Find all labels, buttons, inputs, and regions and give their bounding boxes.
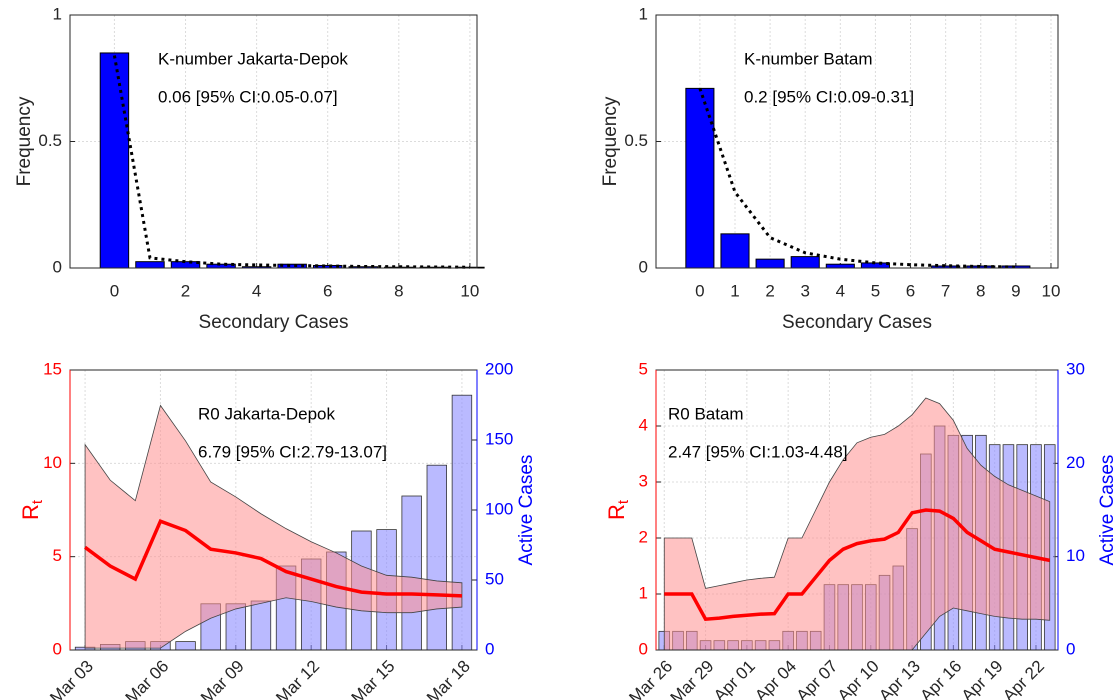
bar [426, 464, 448, 651]
ci-band [84, 404, 463, 649]
y2-tick-label: 50 [485, 569, 504, 588]
rt-line [664, 508, 1051, 622]
x-tick-label: 3 [800, 281, 809, 300]
annotation: 0.2 [95% CI:0.09-0.31] [744, 87, 914, 106]
bar [135, 261, 165, 269]
x-axis-label: Secondary Cases [782, 312, 932, 333]
x-tick-label: 10 [460, 281, 479, 300]
x-tick-label: 9 [1011, 281, 1020, 300]
x-tick-label: 4 [252, 281, 261, 300]
x-tick-label: 0 [110, 281, 119, 300]
y2-tick-label: 150 [485, 429, 513, 448]
x-tick-label: 2 [765, 281, 774, 300]
annotation: 6.79 [95% CI:2.79-13.07] [198, 442, 387, 461]
x-tick-label: 10 [1042, 281, 1061, 300]
x-tick-label: 7 [941, 281, 950, 300]
x-axis-label: Secondary Cases [199, 312, 349, 333]
y-axis-label-main: R [604, 504, 629, 520]
x-tick-label: 1 [730, 281, 739, 300]
annotation: R0 Batam [668, 404, 744, 423]
annotation: R0 Jakarta-Depok [198, 404, 336, 423]
annotation: 2.47 [95% CI:1.03-4.48] [668, 442, 848, 461]
y-axis-label-main: R [18, 504, 43, 520]
x-tick-label: 4 [836, 281, 845, 300]
ci-band [663, 397, 1051, 651]
bar [790, 256, 820, 269]
x-tick-label: 8 [394, 281, 403, 300]
y2-axis-label: Active Cases [516, 455, 537, 566]
y-tick-label: 2 [639, 527, 648, 546]
x-tick-label: Mar 18 [423, 657, 474, 700]
axes-box [69, 14, 478, 269]
bar [170, 261, 201, 269]
y-tick-label: 5 [53, 546, 62, 565]
bar [755, 258, 785, 269]
bar [825, 263, 855, 269]
y-axis-label: Rt [18, 499, 46, 520]
y-axis-label: Frequency [600, 96, 621, 186]
bar [175, 641, 196, 651]
annotation: K-number Jakarta-Depok [158, 49, 348, 68]
y2-tick-label: 0 [1066, 639, 1075, 658]
y-tick-label: 5 [639, 359, 648, 378]
bar [451, 394, 473, 651]
y-tick-label: 0 [639, 639, 648, 658]
annotation: K-number Batam [744, 49, 873, 68]
y-tick-label: 0 [53, 639, 62, 658]
y-tick-label: 4 [639, 415, 648, 434]
bar [99, 52, 130, 269]
y-tick-label: 1 [53, 4, 62, 23]
bar [720, 233, 750, 269]
y2-axis-label: Active Cases [1097, 455, 1118, 566]
y-tick-label: 0 [53, 257, 62, 276]
y-tick-label: 0 [639, 257, 648, 276]
y2-tick-label: 20 [1066, 453, 1085, 472]
annotation: 0.06 [95% CI:0.05-0.07] [158, 87, 338, 106]
y-axis-label-sub: t [615, 499, 632, 504]
y-tick-label: 0.5 [38, 131, 62, 150]
y-tick-label: 15 [43, 359, 62, 378]
y-axis-label: Frequency [14, 96, 35, 186]
x-tick-label: Mar 09 [197, 657, 248, 700]
x-tick-label: 8 [976, 281, 985, 300]
y-tick-label: 0.5 [624, 131, 648, 150]
x-tick-label: Apr 22 [999, 657, 1048, 700]
x-tick-label: 6 [323, 281, 332, 300]
y-tick-label: 1 [639, 583, 648, 602]
x-tick-label: Mar 12 [272, 657, 323, 700]
rt-line [84, 518, 462, 598]
y-tick-label: 3 [639, 471, 648, 490]
x-tick-label: Mar 06 [122, 657, 173, 700]
x-tick-label: 6 [906, 281, 915, 300]
y2-tick-label: 0 [485, 639, 494, 658]
x-tick-label: Mar 29 [667, 657, 718, 700]
bar [860, 262, 890, 269]
y2-tick-label: 10 [1066, 546, 1085, 565]
bar [401, 495, 422, 651]
x-tick-label: Mar 03 [46, 657, 97, 700]
y-axis-label-sub: t [29, 499, 46, 504]
y2-tick-label: 200 [485, 359, 513, 378]
bar [685, 87, 715, 269]
y-axis-label: Rt [604, 499, 632, 520]
x-tick-label: 5 [871, 281, 880, 300]
bar [250, 600, 272, 651]
fit-line [698, 87, 1016, 269]
y2-tick-label: 100 [485, 499, 513, 518]
x-tick-label: Mar 15 [348, 657, 399, 700]
y-tick-label: 10 [43, 453, 62, 472]
axes-box [655, 14, 1059, 269]
x-tick-label: 2 [181, 281, 190, 300]
y2-tick-label: 30 [1066, 359, 1085, 378]
x-tick-label: 0 [695, 281, 704, 300]
y-tick-label: 1 [639, 4, 648, 23]
